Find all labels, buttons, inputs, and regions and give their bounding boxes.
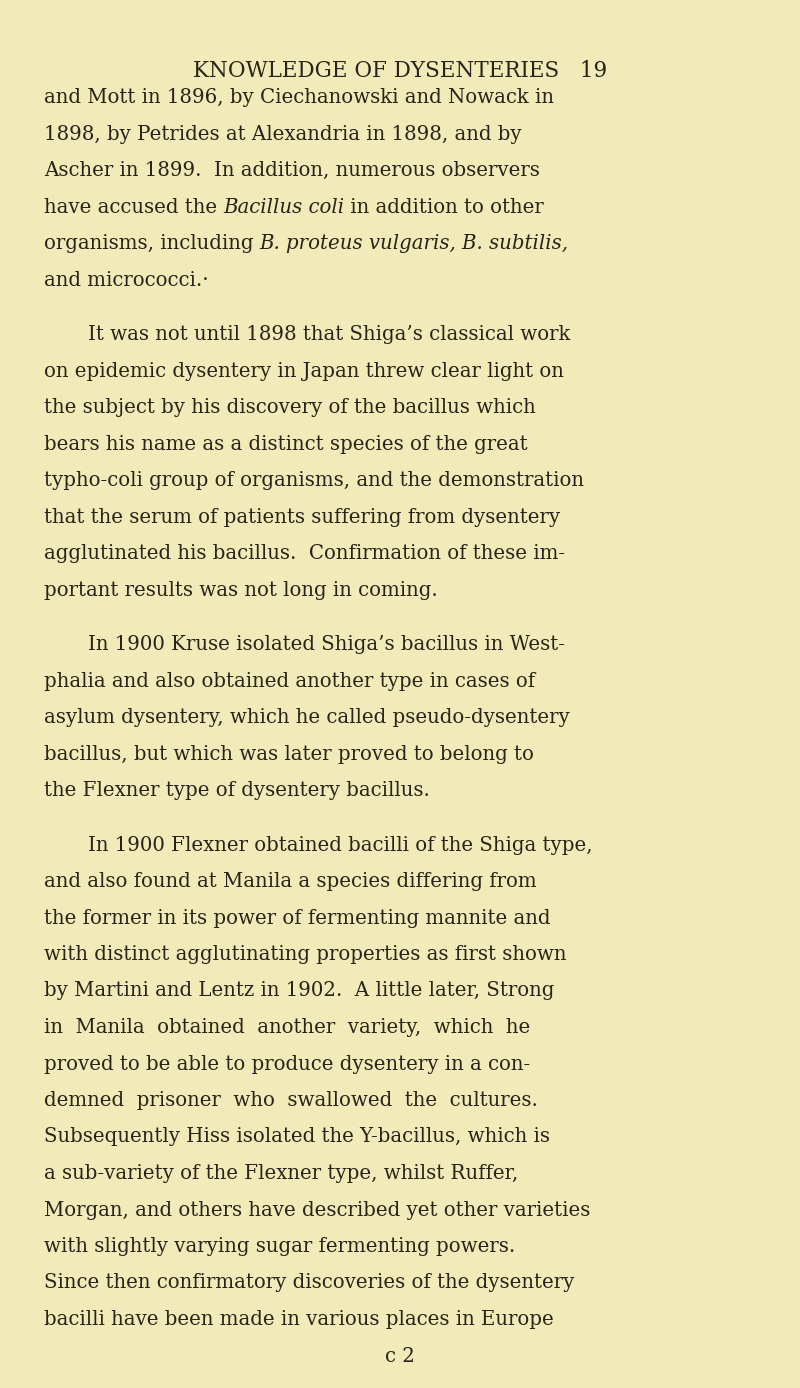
Text: Ascher in 1899.  In addition, numerous observers: Ascher in 1899. In addition, numerous ob…: [44, 161, 540, 180]
Text: agglutinated his bacillus.  Confirmation of these im-: agglutinated his bacillus. Confirmation …: [44, 544, 565, 564]
Text: a sub-variety of the Flexner type, whilst Ruffer,: a sub-variety of the Flexner type, whils…: [44, 1165, 518, 1183]
Text: the Flexner type of dysentery bacillus.: the Flexner type of dysentery bacillus.: [44, 781, 430, 799]
Text: asylum dysentery, which he called pseudo-dysentery: asylum dysentery, which he called pseudo…: [44, 708, 570, 727]
Text: that the serum of patients suffering from dysentery: that the serum of patients suffering fro…: [44, 508, 560, 526]
Text: on epidemic dysentery in Japan threw clear light on: on epidemic dysentery in Japan threw cle…: [44, 361, 564, 380]
Text: Morgan, and others have described yet other varieties: Morgan, and others have described yet ot…: [44, 1201, 590, 1220]
Text: B. proteus vulgaris, B. subtilis,: B. proteus vulgaris, B. subtilis,: [260, 235, 569, 253]
Text: proved to be able to produce dysentery in a con-: proved to be able to produce dysentery i…: [44, 1055, 530, 1073]
Text: Bacillus coli: Bacillus coli: [223, 197, 345, 217]
Text: c 2: c 2: [385, 1346, 415, 1366]
Text: and micrococci.·: and micrococci.·: [44, 271, 209, 290]
Text: Subsequently Hiss isolated the Y-bacillus, which is: Subsequently Hiss isolated the Y-bacillu…: [44, 1127, 550, 1146]
Text: demned  prisoner  who  swallowed  the  cultures.: demned prisoner who swallowed the cultur…: [44, 1091, 538, 1110]
Text: the former in its power of fermenting mannite and: the former in its power of fermenting ma…: [44, 909, 550, 927]
Text: It was not until 1898 that Shiga’s classical work: It was not until 1898 that Shiga’s class…: [88, 325, 570, 344]
Text: organisms, including: organisms, including: [44, 235, 260, 253]
Text: In 1900 Flexner obtained bacilli of the Shiga type,: In 1900 Flexner obtained bacilli of the …: [88, 836, 593, 855]
Text: have accused the: have accused the: [44, 197, 223, 217]
Text: 1898, by Petrides at Alexandria in 1898, and by: 1898, by Petrides at Alexandria in 1898,…: [44, 125, 522, 143]
Text: In 1900 Kruse isolated Shiga’s bacillus in West-: In 1900 Kruse isolated Shiga’s bacillus …: [88, 634, 565, 654]
Text: and Mott in 1896, by Ciechanowski and Nowack in: and Mott in 1896, by Ciechanowski and No…: [44, 87, 554, 107]
Text: typho-coli group of organisms, and the demonstration: typho-coli group of organisms, and the d…: [44, 471, 584, 490]
Text: bears his name as a distinct species of the great: bears his name as a distinct species of …: [44, 434, 528, 454]
Text: the subject by his discovery of the bacillus which: the subject by his discovery of the baci…: [44, 398, 536, 416]
Text: bacilli have been made in various places in Europe: bacilli have been made in various places…: [44, 1310, 554, 1328]
Text: with distinct agglutinating properties as first shown: with distinct agglutinating properties a…: [44, 945, 566, 965]
Text: KNOWLEDGE OF DYSENTERIES   19: KNOWLEDGE OF DYSENTERIES 19: [193, 60, 607, 82]
Text: by Martini and Lentz in 1902.  A little later, Strong: by Martini and Lentz in 1902. A little l…: [44, 981, 554, 1001]
Text: bacillus, but which was later proved to belong to: bacillus, but which was later proved to …: [44, 744, 534, 763]
Text: in  Manila  obtained  another  variety,  which  he: in Manila obtained another variety, whic…: [44, 1017, 530, 1037]
Text: phalia and also obtained another type in cases of: phalia and also obtained another type in…: [44, 672, 535, 690]
Text: with slightly varying sugar fermenting powers.: with slightly varying sugar fermenting p…: [44, 1237, 515, 1256]
Text: and also found at Manila a species differing from: and also found at Manila a species diffe…: [44, 872, 537, 891]
Text: in addition to other: in addition to other: [345, 197, 544, 217]
Text: portant results was not long in coming.: portant results was not long in coming.: [44, 580, 438, 600]
Text: Since then confirmatory discoveries of the dysentery: Since then confirmatory discoveries of t…: [44, 1274, 574, 1292]
